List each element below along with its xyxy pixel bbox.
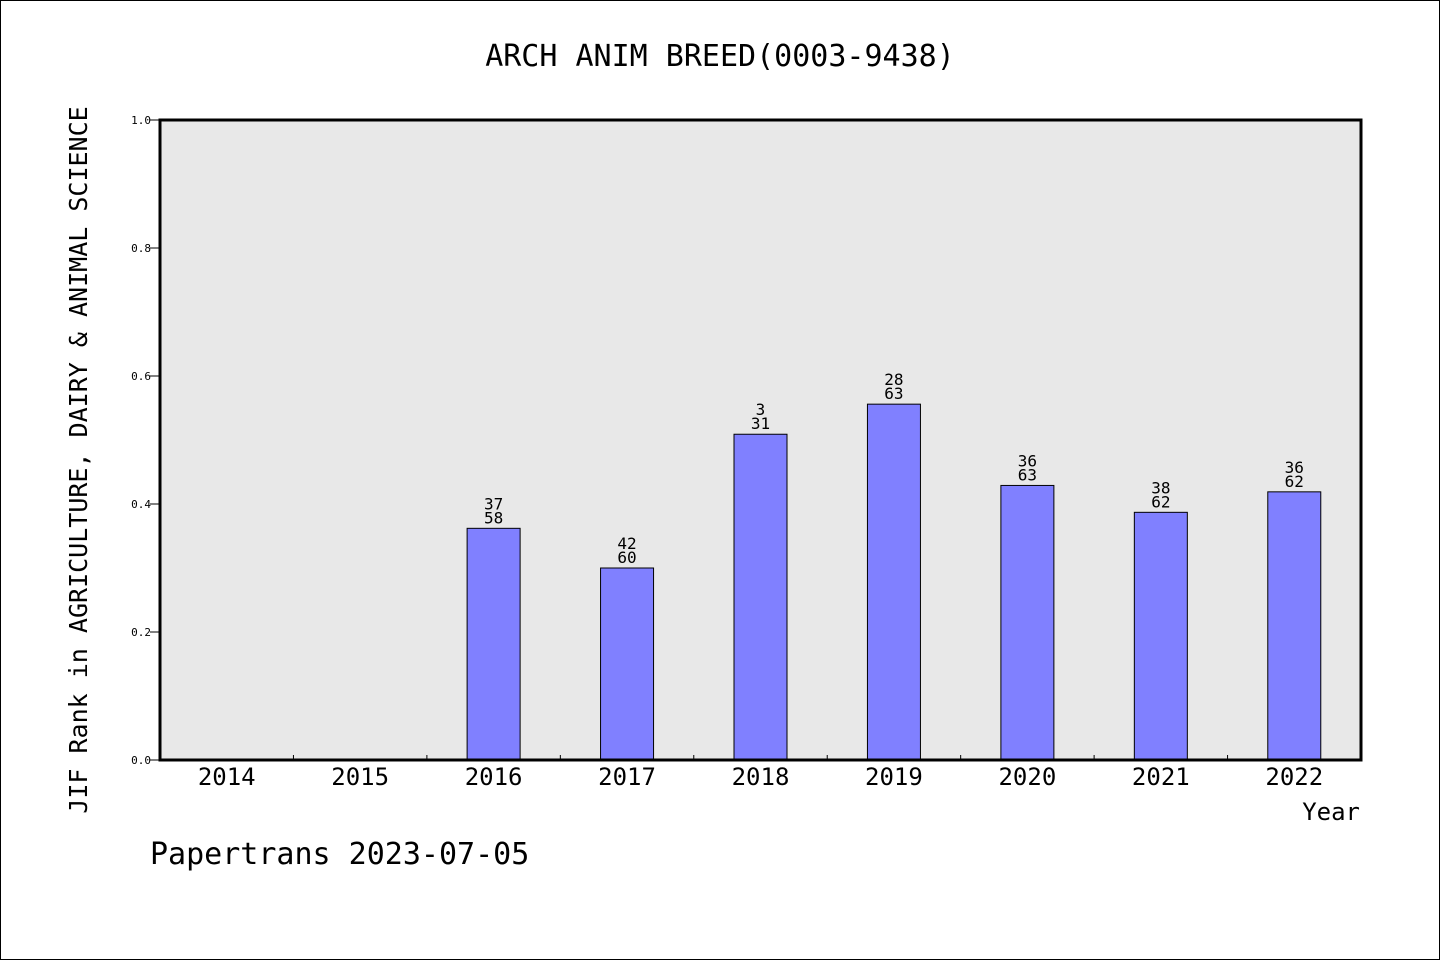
bar [466, 527, 521, 761]
y-tick-label: 0.6 [131, 370, 151, 383]
bar [866, 403, 921, 761]
y-tick-label: 0.4 [131, 498, 151, 511]
bar-label-total: 63 [1018, 465, 1037, 484]
x-tick-label: 2016 [465, 763, 523, 791]
y-axis-label: JIF Rank in AGRICULTURE, DAIRY & ANIMAL … [64, 106, 93, 813]
y-tick-label: 0.8 [131, 242, 151, 255]
x-tick-label: 2017 [598, 763, 656, 791]
bar-label-rank: 3 [756, 400, 766, 419]
plot-border [158, 118, 1363, 762]
bar-label-total: 63 [884, 384, 903, 403]
y-tick-label: 0.2 [131, 626, 151, 639]
bar-label-total: 62 [1151, 492, 1170, 511]
bar [1133, 511, 1188, 761]
x-tick-label: 2015 [331, 763, 389, 791]
x-axis-label: Year [1302, 798, 1360, 826]
x-ticks-group: 2014 2015 2016 2017 2018 2019 2020 2021 2022 [198, 755, 1323, 791]
bar [1267, 491, 1322, 761]
bar [1000, 484, 1055, 761]
bar-label-rank: 36 [1285, 458, 1304, 477]
bar-label-total: 60 [617, 548, 636, 567]
footer-text: Papertrans 2023-07-05 [150, 837, 529, 872]
x-tick-label: 2019 [865, 763, 923, 791]
bar [733, 433, 788, 761]
y-tick-label: 1.0 [131, 114, 151, 127]
bar-label-total: 58 [484, 508, 503, 527]
chart-title: ARCH ANIM BREED(0003-9438) [485, 39, 955, 74]
bar-label-total: 31 [751, 414, 770, 433]
bar-label-rank: 42 [617, 534, 636, 553]
x-tick-label: 2020 [998, 763, 1056, 791]
x-tick-label: 2022 [1265, 763, 1323, 791]
bar-label-total: 62 [1285, 472, 1304, 491]
bar-label-rank: 37 [484, 494, 503, 513]
x-tick-label: 2018 [732, 763, 790, 791]
bar-label-rank: 28 [884, 370, 903, 389]
x-tick-label: 2021 [1132, 763, 1190, 791]
bar-label-rank: 36 [1018, 451, 1037, 470]
y-ticks-group: 0.0 0.2 0.4 0.6 0.8 1.0 [131, 114, 160, 767]
y-tick-label: 0.0 [131, 754, 151, 767]
bar [600, 567, 655, 761]
bar-label-rank: 38 [1151, 478, 1170, 497]
x-tick-label: 2014 [198, 763, 256, 791]
